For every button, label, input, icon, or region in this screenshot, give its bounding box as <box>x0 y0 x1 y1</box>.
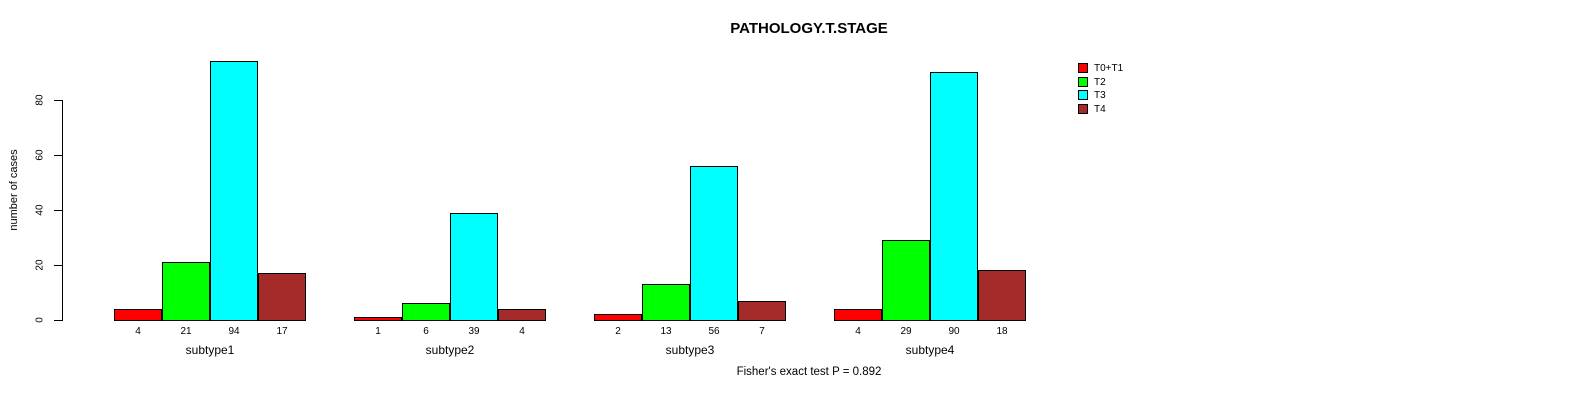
bar <box>642 284 690 321</box>
bar-value-label: 6 <box>423 326 429 337</box>
bar-value-label: 7 <box>759 326 765 337</box>
bar <box>834 309 882 321</box>
annotation-fisher-test: Fisher's exact test P = 0.892 <box>736 366 882 378</box>
legend-label: T2 <box>1094 76 1106 88</box>
y-tick <box>54 155 62 156</box>
bar <box>930 72 978 321</box>
bar-value-label: 29 <box>900 326 912 337</box>
legend-swatch <box>1078 63 1088 73</box>
bar-value-label: 90 <box>948 326 960 337</box>
bar-value-label: 4 <box>519 326 525 337</box>
bar <box>450 213 498 321</box>
bar-value-label: 18 <box>996 326 1008 337</box>
category-label: subtype2 <box>425 343 475 357</box>
y-tick-label: 60 <box>34 149 46 161</box>
bar-value-label: 56 <box>708 326 720 337</box>
bar <box>162 262 210 321</box>
category-label: subtype4 <box>905 343 955 357</box>
y-tick-label: 20 <box>34 259 46 271</box>
bar <box>114 309 162 321</box>
y-axis-line <box>62 100 63 321</box>
bar <box>210 61 258 321</box>
y-axis-label: number of cases <box>8 149 20 231</box>
y-tick-label: 0 <box>34 317 46 323</box>
bar <box>402 303 450 321</box>
bar-value-label: 21 <box>180 326 192 337</box>
bar <box>354 317 402 321</box>
bar <box>258 273 306 321</box>
y-tick-label: 80 <box>34 94 46 106</box>
bar-value-label: 13 <box>660 326 672 337</box>
bar-value-label: 17 <box>276 326 288 337</box>
category-label: subtype1 <box>185 343 235 357</box>
bar-value-label: 94 <box>228 326 240 337</box>
y-tick <box>54 210 62 211</box>
bar <box>498 309 546 321</box>
bar-value-label: 39 <box>468 326 480 337</box>
legend-label: T0+T1 <box>1094 63 1124 74</box>
legend-label: T3 <box>1094 90 1106 102</box>
legend-swatch <box>1078 104 1088 115</box>
legend-swatch <box>1078 76 1088 87</box>
y-tick <box>54 100 62 101</box>
bar <box>882 240 930 321</box>
bar <box>978 270 1026 321</box>
y-tick <box>54 320 62 321</box>
chart-title: PATHOLOGY.T.STAGE <box>730 20 888 37</box>
bar <box>690 166 738 321</box>
legend-swatch <box>1078 90 1088 101</box>
bar-value-label: 4 <box>855 326 861 337</box>
category-label: subtype3 <box>665 343 715 357</box>
legend-label: T4 <box>1094 104 1106 116</box>
bar <box>594 314 642 321</box>
y-tick <box>54 265 62 266</box>
bar-value-label: 2 <box>615 326 621 337</box>
bar <box>738 301 786 321</box>
bar-value-label: 4 <box>135 326 141 337</box>
bar-value-label: 1 <box>375 326 381 337</box>
y-tick-label: 40 <box>34 204 46 216</box>
